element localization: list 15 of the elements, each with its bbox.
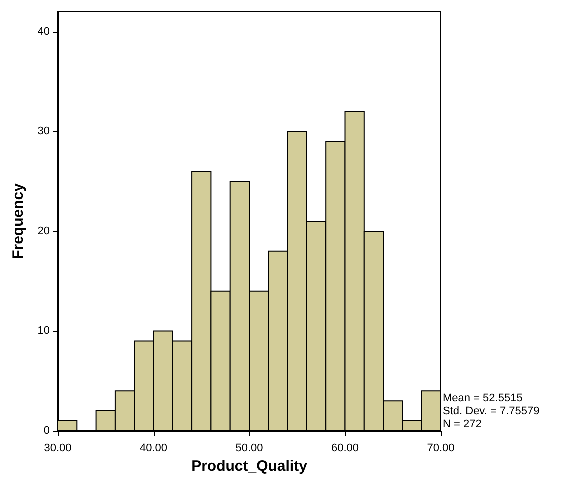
y-tick-label: 0 (44, 425, 50, 437)
y-axis-title: Frequency (10, 182, 27, 260)
y-tick-label: 40 (38, 26, 50, 38)
x-tick-label: 50.00 (236, 442, 264, 454)
y-tick-label: 10 (38, 325, 50, 338)
y-tick-label: 30 (38, 126, 50, 138)
y-tick-label: 20 (38, 225, 50, 238)
x-axis-title: Product_Quality (192, 458, 308, 475)
text: Std. Dev. = 7.75579 (443, 406, 540, 418)
text: Mean = 52.5515 (443, 392, 523, 404)
x-tick-label: 70.00 (427, 442, 455, 454)
x-tick-label: 60.00 (331, 442, 360, 454)
x-tick-label: 40.00 (140, 442, 168, 454)
text: N = 272 (443, 418, 482, 430)
x-tick-label: 30.00 (44, 442, 72, 454)
